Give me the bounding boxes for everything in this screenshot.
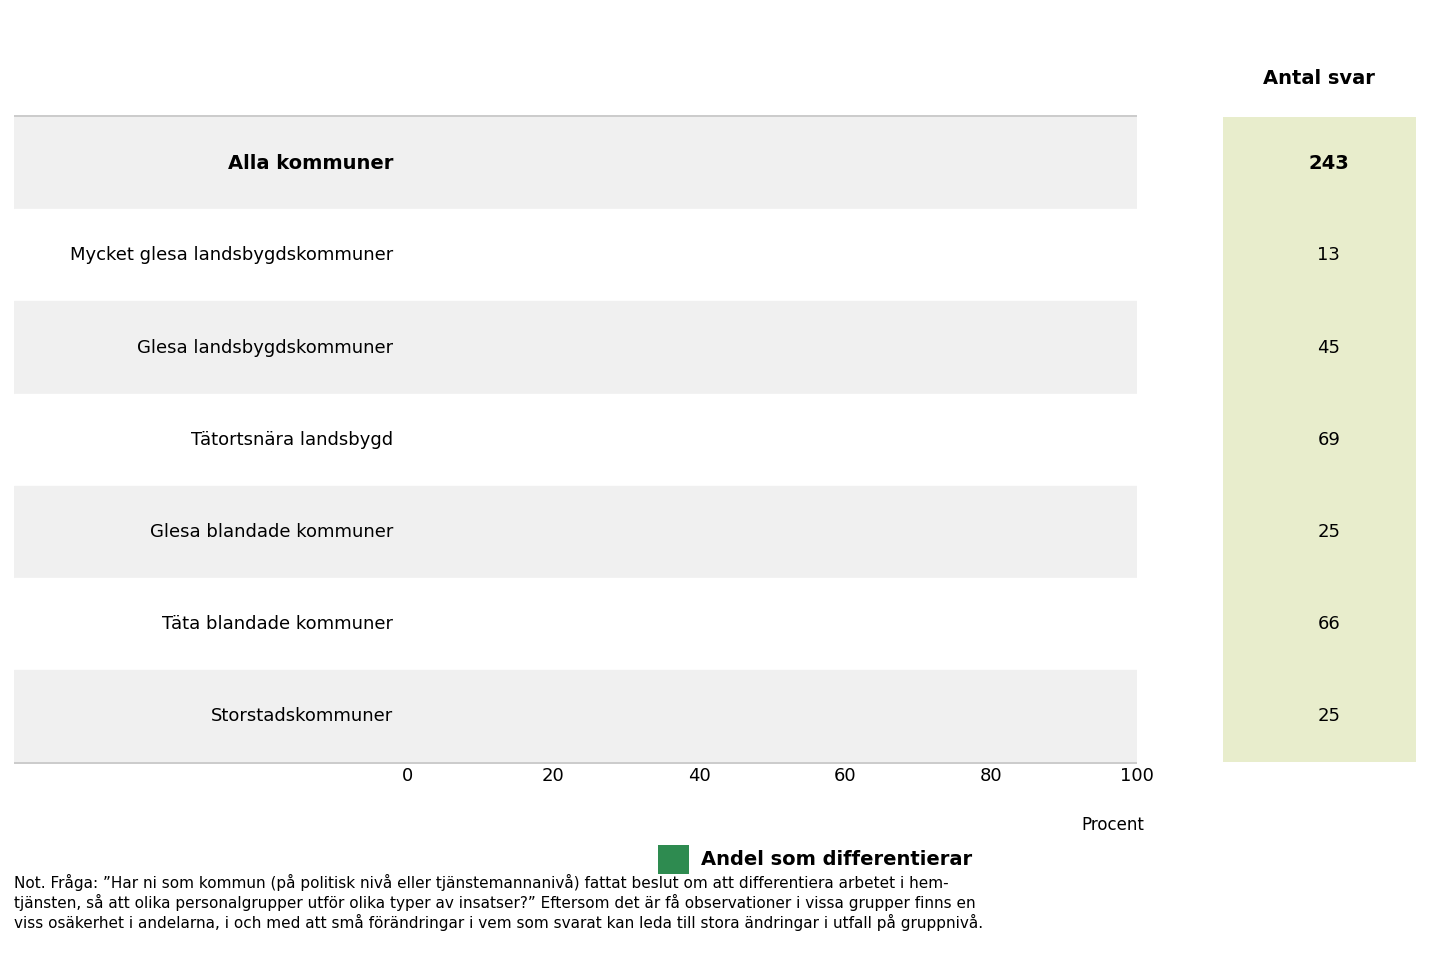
Text: Antal svar: Antal svar xyxy=(1263,69,1376,88)
Bar xyxy=(14,577,1137,670)
Text: 32: 32 xyxy=(513,523,536,540)
Bar xyxy=(408,136,662,191)
Bar xyxy=(408,228,516,283)
Text: 15: 15 xyxy=(450,246,473,265)
Text: 13: 13 xyxy=(1317,246,1340,265)
Text: 69: 69 xyxy=(1317,431,1340,448)
Text: 25: 25 xyxy=(1317,523,1340,540)
Bar xyxy=(408,596,728,652)
Text: Täta blandade kommuner: Täta blandade kommuner xyxy=(162,615,393,633)
Text: 44: 44 xyxy=(556,615,579,633)
Bar xyxy=(408,504,641,560)
Text: Tätortsnära landsbygd: Tätortsnära landsbygd xyxy=(192,431,393,448)
Bar xyxy=(408,689,525,743)
Text: Not. Fråga: ”Har ni som kommun (på politisk nivå eller tjänstemannanivå) fattat : Not. Fråga: ”Har ni som kommun (på polit… xyxy=(14,874,984,931)
Text: 66: 66 xyxy=(1317,615,1340,633)
Text: 16: 16 xyxy=(455,707,478,725)
Bar xyxy=(14,209,1137,302)
Text: 45: 45 xyxy=(1317,339,1340,357)
Bar xyxy=(14,394,1137,486)
Text: Alla kommuner: Alla kommuner xyxy=(227,153,393,173)
Bar xyxy=(408,319,714,375)
Text: 243: 243 xyxy=(1308,153,1348,173)
Text: 42: 42 xyxy=(549,339,572,357)
Text: Procent: Procent xyxy=(1081,816,1144,833)
Bar xyxy=(14,670,1137,762)
Text: Storstadskommuner: Storstadskommuner xyxy=(212,707,393,725)
Bar xyxy=(14,117,1137,209)
Bar xyxy=(14,486,1137,577)
Bar xyxy=(408,412,641,467)
Text: 35: 35 xyxy=(523,154,546,172)
Text: Glesa blandade kommuner: Glesa blandade kommuner xyxy=(150,523,393,540)
Text: 32: 32 xyxy=(513,431,536,448)
Text: 25: 25 xyxy=(1317,707,1340,725)
Text: Andel som differentierar: Andel som differentierar xyxy=(701,850,972,870)
Text: Mycket glesa landsbygdskommuner: Mycket glesa landsbygdskommuner xyxy=(70,246,393,265)
Bar xyxy=(14,302,1137,394)
Text: Glesa landsbygdskommuner: Glesa landsbygdskommuner xyxy=(137,339,393,357)
